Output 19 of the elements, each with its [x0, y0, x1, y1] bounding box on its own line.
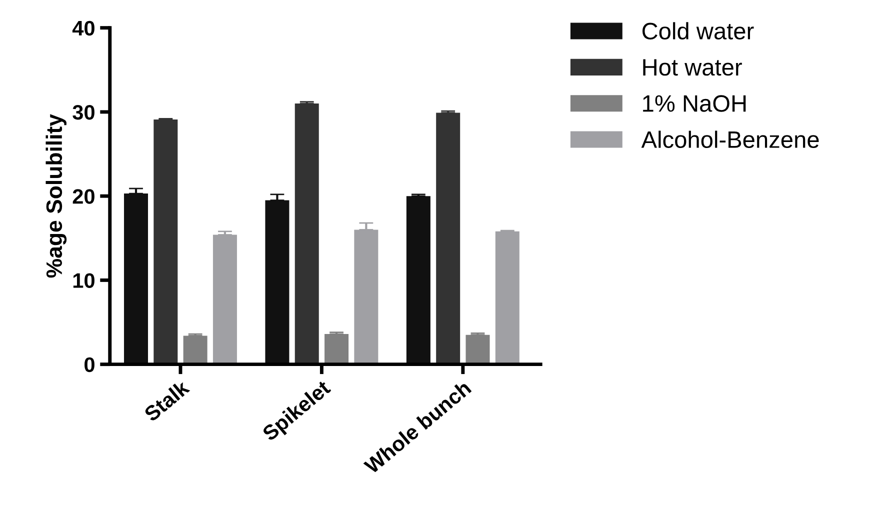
bar [294, 104, 319, 364]
bar [154, 120, 178, 364]
bar [212, 234, 237, 364]
y-tick-label: 30 [72, 104, 94, 120]
bar [495, 231, 520, 364]
y-axis-title: %age Solubility [46, 114, 67, 278]
legend-label: Cold water [642, 22, 754, 40]
bar [436, 112, 460, 364]
bar [183, 336, 208, 364]
legend-label: 1% NaOH [643, 95, 746, 112]
y-tick-label: 40 [72, 20, 94, 36]
bar [406, 196, 430, 364]
bar [466, 334, 490, 364]
y-tick-label: 20 [72, 189, 94, 204]
legend-label: Alcohol-Benzene [641, 130, 819, 148]
bar [324, 334, 349, 364]
legend-label: Hot water [643, 59, 742, 76]
y-tick-label: 0 [84, 357, 94, 372]
y-tick-label: 10 [73, 273, 94, 288]
